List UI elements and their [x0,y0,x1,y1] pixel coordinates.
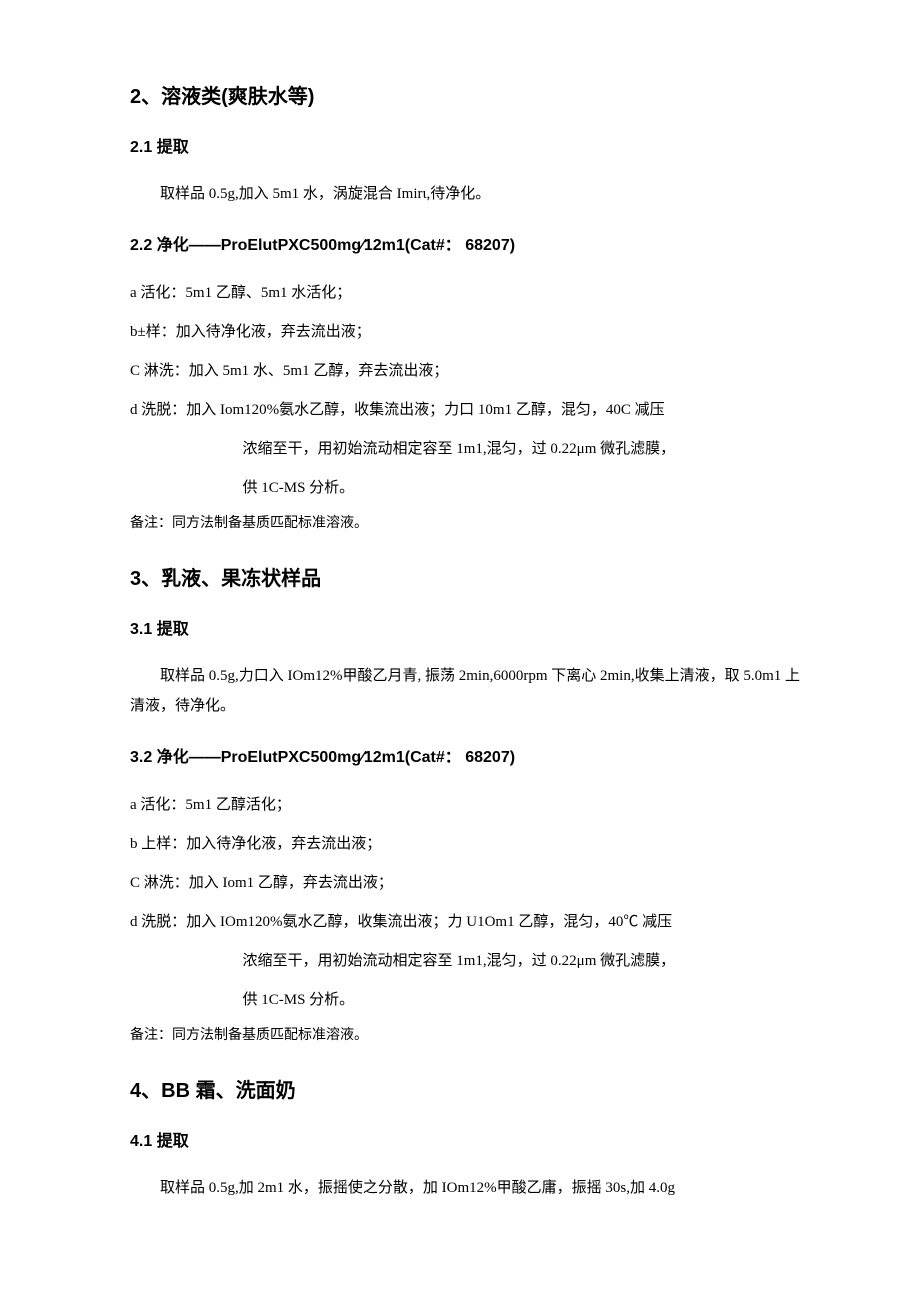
step-3-2-d-cont2: 供 1C-MS 分析。 [130,984,800,1017]
section-3-1-title: 3.1 提取 [130,615,800,639]
step-2-2-c: C 淋洗：加入 5m1 水、5m1 乙醇，弃去流出液； [130,355,800,388]
section-2-2-title: 2.2 净化——ProElutPXC500mg∕12m1(Cat#： 68207… [130,231,800,255]
section-4-title: 4、BB 霜、洗面奶 [130,1074,800,1103]
section-3-2-title: 3.2 净化——ProElutPXC500mg∕12m1(Cat#： 68207… [130,743,800,767]
step-3-2-d-cont1: 浓缩至干，用初始流动相定容至 1m1,混匀，过 0.22μm 微孔滤膜， [130,945,800,978]
step-3-2-c: C 淋洗：加入 Iom1 乙醇，弃去流出液； [130,867,800,900]
section-4-1-paragraph: 取样品 0.5g,加 2m1 水，振摇使之分散，加 IOm12%甲酸乙庸，振摇 … [130,1173,800,1203]
document-page: 2、溶液类(爽肤水等) 2.1 提取 取样品 0.5g,加入 5m1 水，涡旋混… [0,0,920,1285]
step-3-2-d: d 洗脱：加入 IOm120%氨水乙醇，收集流出液；力 U1Om1 乙醇，混匀，… [130,906,800,939]
section-2-title: 2、溶液类(爽肤水等) [130,80,800,109]
step-2-2-a: a 活化：5m1 乙醇、5m1 水活化； [130,277,800,310]
step-2-2-d-cont1: 浓缩至干，用初始流动相定容至 1m1,混匀，过 0.22μm 微孔滤膜， [130,433,800,466]
section-3-title: 3、乳液、果冻状样品 [130,562,800,591]
step-2-2-d: d 洗脱：加入 Iom120%氨水乙醇，收集流出液；力口 10m1 乙醇，混匀，… [130,394,800,427]
section-3-2-note: 备注：同方法制备基质匹配标准溶液。 [130,1023,800,1048]
section-2-1-paragraph: 取样品 0.5g,加入 5m1 水，涡旋混合 Imirι,待净化。 [130,179,800,209]
section-4-1-title: 4.1 提取 [130,1127,800,1151]
section-3-1-paragraph: 取样品 0.5g,力口入 IOm12%甲酸乙月青, 振荡 2min,6000rp… [130,661,800,721]
step-3-2-b: b 上样：加入待净化液，弃去流出液； [130,828,800,861]
step-2-2-b: b±样：加入待净化液，弃去流出液； [130,316,800,349]
step-2-2-d-cont2: 供 1C-MS 分析。 [130,472,800,505]
section-2-2-note: 备注：同方法制备基质匹配标准溶液。 [130,511,800,536]
section-2-1-title: 2.1 提取 [130,133,800,157]
step-3-2-a: a 活化：5m1 乙醇活化； [130,789,800,822]
